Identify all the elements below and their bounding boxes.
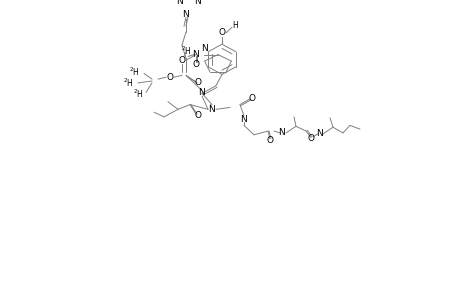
Text: O: O <box>307 134 314 143</box>
Text: O: O <box>218 28 225 38</box>
Text: $^2$H: $^2$H <box>129 65 140 78</box>
Text: $^2$H: $^2$H <box>133 88 144 100</box>
Text: O: O <box>266 136 273 145</box>
Text: N: N <box>201 44 208 53</box>
Text: N: N <box>176 0 183 6</box>
Text: N: N <box>194 0 201 6</box>
Text: O: O <box>166 73 173 82</box>
Text: O: O <box>248 94 255 103</box>
Text: N: N <box>208 105 215 114</box>
Text: N: N <box>278 128 285 137</box>
Text: O: O <box>192 59 199 68</box>
Text: N: N <box>182 11 189 20</box>
Text: N: N <box>198 88 205 97</box>
Text: O: O <box>194 111 201 120</box>
Text: N: N <box>192 50 199 59</box>
Text: O: O <box>194 78 201 87</box>
Text: H: H <box>232 21 237 30</box>
Text: $^2$H: $^2$H <box>180 45 191 57</box>
Text: O: O <box>178 56 185 65</box>
Text: N: N <box>316 129 323 138</box>
Text: N: N <box>240 115 247 124</box>
Text: $^2$H: $^2$H <box>123 77 134 89</box>
